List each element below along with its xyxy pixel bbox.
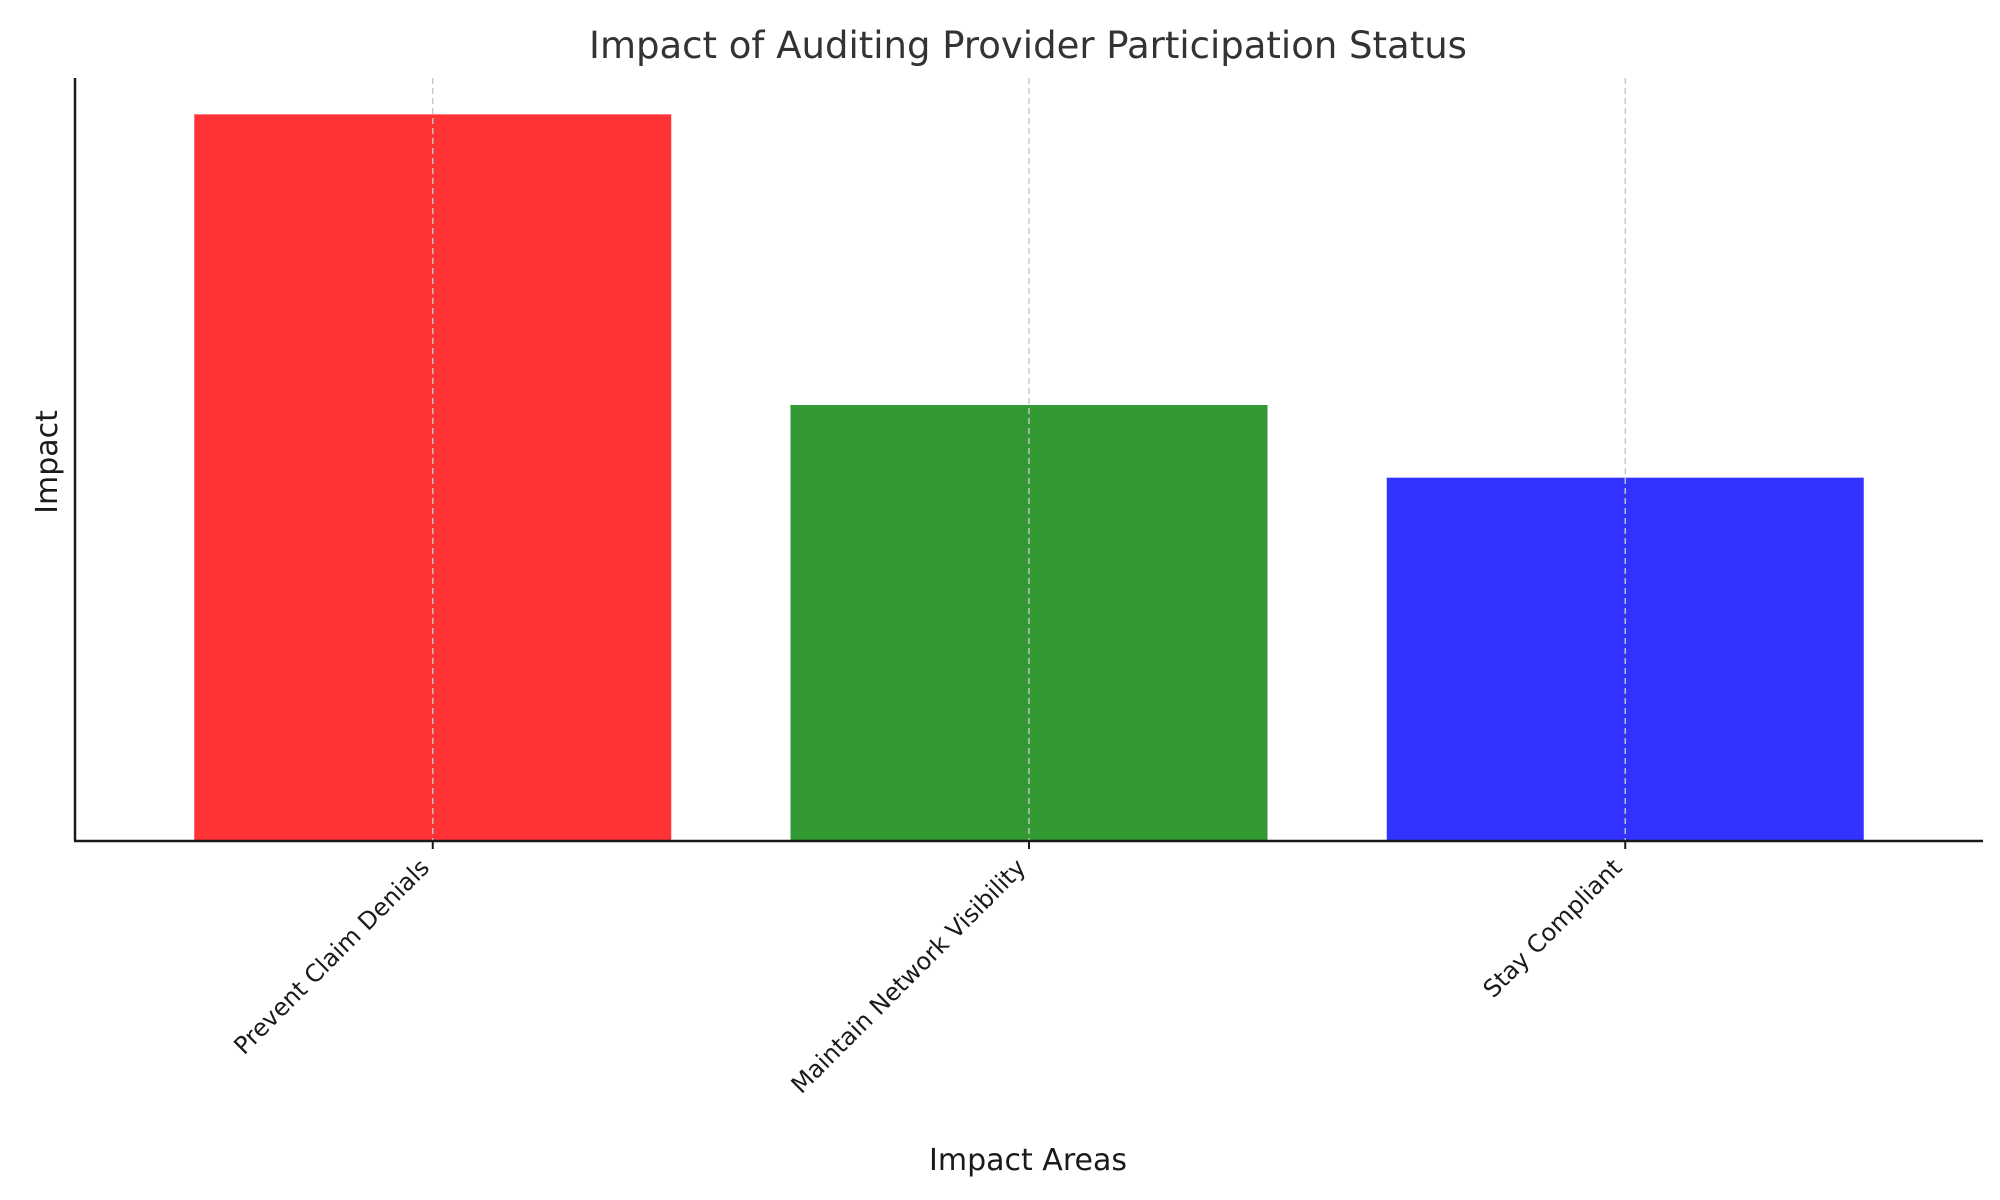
grid-overlay <box>432 78 1626 841</box>
x-axis-label: Impact Areas <box>929 1143 1127 1178</box>
ticks-layer: Prevent Claim Denials Maintain Network Vi… <box>228 841 1627 1099</box>
chart-title: Impact of Auditing Provider Participatio… <box>589 24 1467 67</box>
x-tick-label-3: Stay Compliant <box>1478 853 1628 1003</box>
y-axis-label: Impact <box>30 410 65 514</box>
x-tick-label-1: Prevent Claim Denials <box>228 853 435 1060</box>
x-tick-label-2: Maintain Network Visibility <box>786 853 1032 1099</box>
